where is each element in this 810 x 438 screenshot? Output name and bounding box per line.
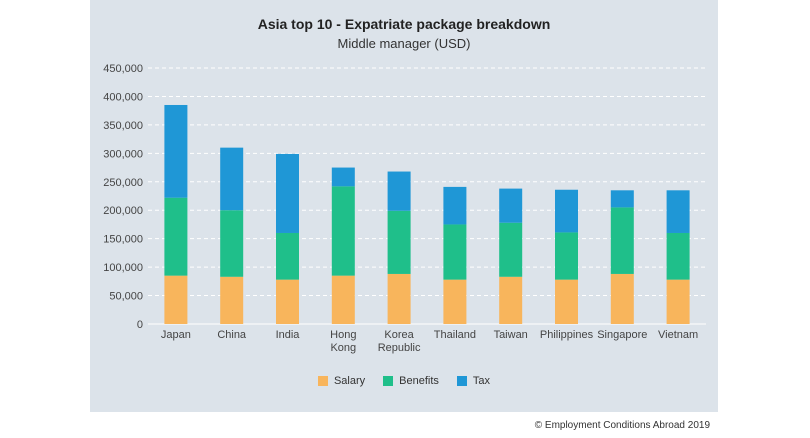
x-tick-label: Taiwan xyxy=(494,329,528,341)
bar-segment-benefits xyxy=(443,224,467,280)
bar-segment-salary xyxy=(555,279,578,324)
bar-segment-salary xyxy=(443,279,467,324)
bar-segment-benefits xyxy=(331,186,355,276)
y-tick-label: 350,000 xyxy=(103,120,143,132)
x-tick-label: Thailand xyxy=(434,329,476,341)
y-tick-label: 0 xyxy=(137,319,143,331)
bar-segment-salary xyxy=(164,275,188,324)
x-tick-label: India xyxy=(276,329,301,341)
legend-item-tax: Tax xyxy=(456,375,491,387)
y-tick-label: 450,000 xyxy=(103,63,143,75)
legend-item-benefits: Benefits xyxy=(383,375,439,387)
x-tick-label: China xyxy=(217,329,247,341)
y-tick-label: 400,000 xyxy=(103,91,143,103)
x-tick-label: Vietnam xyxy=(658,329,698,341)
bar-segment-benefits xyxy=(555,232,578,280)
copyright-text: © Employment Conditions Abroad 2019 xyxy=(534,420,710,431)
y-tick-label: 200,000 xyxy=(103,205,143,217)
legend-swatch-benefits xyxy=(383,376,394,386)
bar-segment-benefits xyxy=(610,207,634,274)
bar-segment-benefits xyxy=(276,232,299,280)
bar-segment-tax xyxy=(610,190,634,208)
bar-segment-tax xyxy=(499,188,523,223)
legend-swatch-tax xyxy=(456,376,467,386)
bar-segment-benefits xyxy=(164,197,188,276)
x-tick-label: Korea Republic xyxy=(378,329,421,354)
y-tick-label: 100,000 xyxy=(103,262,143,274)
bar-segment-tax xyxy=(220,147,244,211)
legend-item-salary: Salary xyxy=(317,375,366,387)
bar-segment-salary xyxy=(276,279,299,324)
chart-subtitle: Middle manager (USD) xyxy=(337,36,471,51)
y-tick-label: 250,000 xyxy=(103,177,143,189)
bar-segment-benefits xyxy=(499,222,523,277)
bar-segment-tax xyxy=(666,190,690,233)
bar-segment-tax xyxy=(331,167,355,187)
bar-segment-benefits xyxy=(220,210,244,277)
bar-segment-salary xyxy=(499,276,523,324)
bar-segment-salary xyxy=(331,275,355,324)
x-tick-label: Hong Kong xyxy=(330,329,356,354)
bar-segment-tax xyxy=(164,104,188,198)
y-tick-label: 50,000 xyxy=(109,291,143,303)
legend-label-salary: Salary xyxy=(333,375,366,387)
bar-segment-salary xyxy=(610,273,634,324)
x-tick-label: Philippines xyxy=(540,329,594,341)
legend-swatch-salary xyxy=(317,376,328,386)
bar-segment-tax xyxy=(443,186,467,225)
chart-legend: Salary Benefits Tax xyxy=(90,375,718,387)
legend-label-benefits: Benefits xyxy=(399,375,439,387)
chart-title: Asia top 10 - Expatriate package breakdo… xyxy=(257,16,551,32)
bar-segment-salary xyxy=(220,276,244,324)
x-tick-label: Singapore xyxy=(597,329,647,341)
bar-segment-tax xyxy=(555,189,578,233)
bar-segment-salary xyxy=(666,279,690,324)
bar-segment-tax xyxy=(276,153,299,233)
y-tick-label: 150,000 xyxy=(103,234,143,246)
bar-segment-benefits xyxy=(666,232,690,280)
bar-segment-benefits xyxy=(387,210,411,274)
bar-segment-salary xyxy=(387,273,411,324)
legend-label-tax: Tax xyxy=(472,375,491,387)
x-tick-label: Japan xyxy=(161,329,191,341)
bar-segment-tax xyxy=(387,171,411,211)
y-tick-label: 300,000 xyxy=(103,148,143,160)
